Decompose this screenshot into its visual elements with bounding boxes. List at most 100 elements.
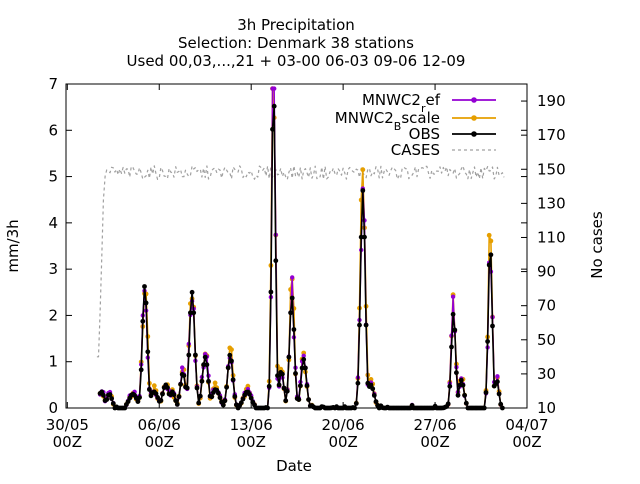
- obs-point: [450, 311, 456, 317]
- obs-point: [229, 358, 234, 364]
- obs-point: [293, 371, 298, 376]
- title-line-2: Selection: Denmark 38 stations: [178, 34, 414, 52]
- y-tick-label: 6: [48, 121, 58, 139]
- obs-point: [273, 258, 279, 264]
- obs-point: [230, 377, 236, 383]
- obs-point: [353, 401, 359, 406]
- legend-marker-mnwc2_bscale: [471, 115, 477, 121]
- obs-point: [196, 400, 202, 406]
- obs-point: [209, 394, 215, 400]
- obs-point: [457, 382, 463, 388]
- obs-point: [373, 399, 379, 404]
- obs-point: [224, 384, 230, 390]
- mnwc2-bscale-point: [488, 238, 494, 244]
- obs-point: [165, 385, 170, 390]
- obs-point: [104, 397, 110, 402]
- y2-tick-label: 10: [537, 399, 556, 417]
- mnwc2-ref-point: [180, 365, 185, 370]
- obs-point: [275, 373, 280, 378]
- obs-point: [281, 385, 287, 391]
- obs-point: [355, 380, 361, 386]
- obs-point: [143, 300, 149, 306]
- obs-point: [199, 378, 205, 384]
- obs-point: [371, 393, 377, 398]
- mnwc2-bscale-series: [97, 86, 504, 409]
- y2-tick-label: 90: [537, 263, 556, 281]
- y-tick-label: 3: [48, 260, 58, 278]
- obs-point: [481, 405, 487, 411]
- obs-point: [304, 383, 310, 389]
- y2-tick-label: 70: [537, 297, 556, 315]
- y-tick-label: 2: [48, 306, 58, 324]
- obs-point: [202, 354, 208, 360]
- obs-point: [201, 362, 207, 368]
- obs-point: [445, 401, 451, 407]
- x-tick-label-date: 04/07: [505, 416, 548, 434]
- obs-point: [248, 395, 254, 401]
- obs-point: [268, 289, 274, 295]
- x-axis-title: Date: [276, 457, 312, 475]
- obs-point: [362, 234, 367, 240]
- y-tick-label: 7: [48, 75, 58, 93]
- x-tick-label-date: 30/05: [46, 416, 89, 434]
- obs-point: [232, 394, 238, 399]
- obs-point: [296, 397, 302, 402]
- y-tick-label: 4: [48, 214, 58, 232]
- x-tick-label-date: 06/06: [138, 416, 181, 434]
- mnwc2-bscale-point: [212, 380, 218, 386]
- mnwc2-ref-point: [272, 86, 277, 91]
- obs-point: [462, 392, 467, 398]
- cases-series: [96, 165, 505, 358]
- legend-label-mnwc2_ref: MNWC2ref: [362, 91, 441, 115]
- obs-point: [204, 362, 210, 368]
- obs-point: [490, 323, 495, 329]
- y2-tick-label: 130: [537, 194, 566, 212]
- obs-point: [206, 378, 211, 384]
- mnwc2-bscale-point: [151, 383, 157, 389]
- mnwc2-bscale-point: [229, 347, 234, 352]
- obs-point: [238, 400, 244, 406]
- obs-point: [291, 327, 297, 332]
- y-tick-label: 5: [48, 168, 58, 186]
- y2-tick-label: 30: [537, 365, 556, 383]
- legend-label-cases: CASES: [391, 141, 440, 159]
- obs-point: [483, 390, 489, 395]
- obs-point: [301, 357, 307, 362]
- x-tick-label-date: 13/06: [230, 416, 273, 434]
- x-tick-label-date: 27/06: [413, 416, 456, 434]
- obs-point: [217, 395, 223, 401]
- obs-point: [280, 371, 285, 377]
- obs-point: [171, 392, 177, 398]
- obs-point: [303, 365, 308, 371]
- obs-point: [299, 365, 305, 371]
- mnwc2-ref-point: [495, 374, 500, 379]
- x-tick-label-hour: 00Z: [512, 433, 541, 451]
- obs-point: [107, 392, 113, 397]
- obs-point: [247, 391, 252, 397]
- obs-point: [284, 388, 290, 394]
- y-axis-title: mm/3h: [4, 219, 22, 272]
- obs-point: [173, 398, 179, 403]
- plot-frame: [65, 83, 528, 409]
- obs-point: [460, 382, 466, 388]
- obs-point: [191, 310, 197, 316]
- obs-point: [363, 322, 369, 328]
- obs-point: [227, 352, 233, 358]
- obs-point: [160, 391, 165, 397]
- obs-point: [496, 391, 502, 397]
- obs-point: [463, 400, 469, 406]
- obs-point: [360, 188, 366, 193]
- obs-point: [222, 398, 228, 404]
- obs-point: [357, 322, 362, 328]
- obs-point: [189, 289, 195, 295]
- obs-point: [184, 385, 190, 391]
- y2-tick-label: 190: [537, 92, 566, 110]
- mnwc2-ref-point: [301, 353, 306, 358]
- obs-point: [455, 392, 461, 398]
- obs-point: [486, 262, 492, 268]
- obs-point: [289, 295, 295, 301]
- obs-point: [138, 367, 144, 373]
- y2-axis-title: No cases: [588, 211, 606, 279]
- mnwc2-ref-point: [290, 275, 295, 280]
